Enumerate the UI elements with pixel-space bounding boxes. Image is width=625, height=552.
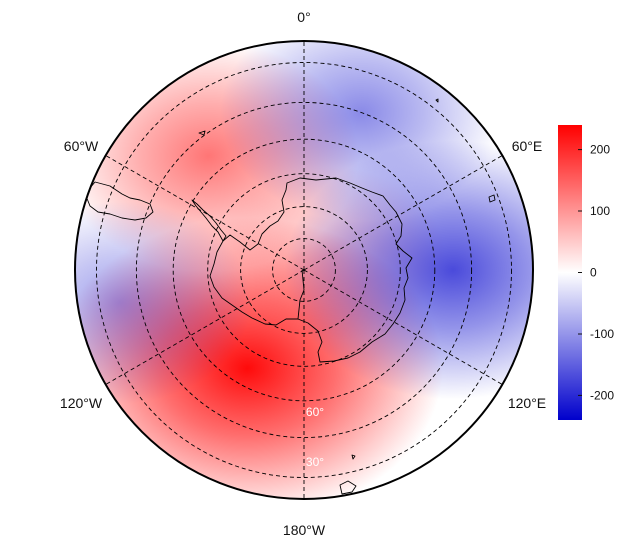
south-america-coastline [85, 181, 154, 221]
southeast-pacific-low [75, 201, 252, 404]
colorbar-tick-label: 0 [590, 266, 597, 280]
latitude-circle-30 [96, 62, 512, 478]
island-kerguelen [488, 194, 496, 203]
colorbar: 200 100 0 -100 -200 [558, 125, 614, 420]
island-bouvet [435, 98, 439, 103]
ross-ice-shelf-edge [297, 269, 305, 320]
colorbar-tick-label: 100 [590, 204, 610, 218]
lon-label-120e: 120°E [508, 395, 546, 411]
colorbar-tick-label: -200 [590, 388, 614, 402]
lon-label-180: 180°W [283, 522, 326, 538]
meridian-240 [101, 269, 305, 388]
lat-label-60: 60° [306, 405, 324, 419]
lat-label-30: 30° [306, 455, 324, 469]
antarctica-coastline [209, 177, 413, 363]
island-macquarie [351, 454, 356, 460]
map-boundary [74, 40, 534, 500]
latitude-circle-60 [207, 173, 401, 367]
antarctic-peninsula-coastline [191, 199, 227, 242]
latitude-circle-50 [172, 138, 436, 402]
new-zealand-coastline [339, 480, 357, 495]
colorbar-tick-label: 200 [590, 143, 610, 157]
coastlines [85, 98, 496, 495]
meridian-300 [101, 152, 305, 271]
colorbar-tick-label: -100 [590, 327, 614, 341]
meridian-60 [303, 152, 507, 271]
meridian-120 [303, 269, 507, 388]
lon-label-0: 0° [297, 9, 310, 25]
anomaly-field [75, 41, 533, 499]
graticule [96, 41, 512, 499]
lon-label-120w: 120°W [60, 395, 103, 411]
lon-label-60w: 60°W [64, 138, 99, 154]
lon-label-60e: 60°E [512, 138, 543, 154]
island-south-georgia [198, 130, 206, 136]
latitude-circle-40 [135, 101, 473, 439]
